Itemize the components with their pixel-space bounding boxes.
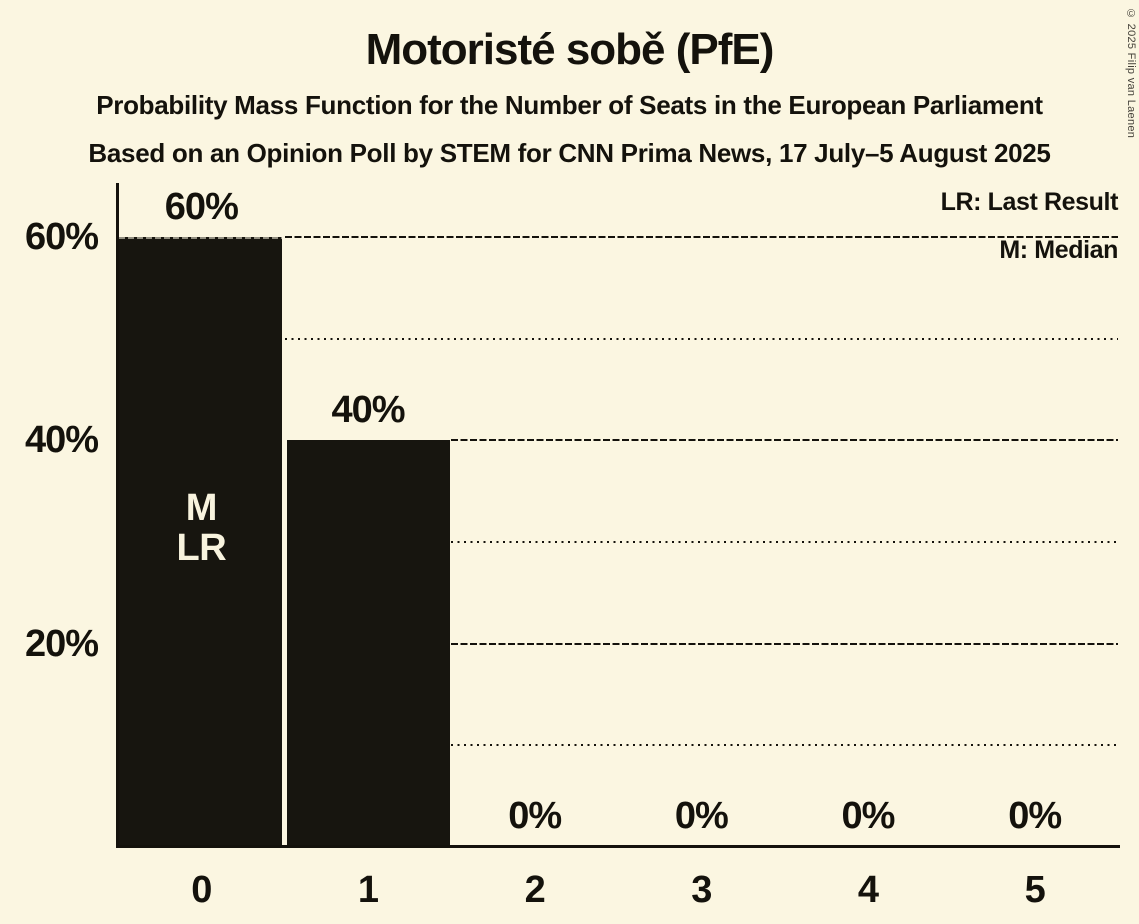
bar-value-label-5: 0% xyxy=(1008,795,1062,837)
y-tick-label-40: 40% xyxy=(24,419,99,462)
chart-source-line: Based on an Opinion Poll by STEM for CNN… xyxy=(88,138,1051,168)
x-tick-label-2: 2 xyxy=(524,869,546,911)
gridline-minor-10 xyxy=(451,744,1118,747)
bar-value-label-4: 0% xyxy=(841,795,896,837)
y-tick-label-20: 20% xyxy=(24,622,99,665)
bar-value-label-1: 40% xyxy=(331,389,405,432)
x-tick-label-3: 3 xyxy=(691,869,712,911)
y-axis-line xyxy=(116,183,119,848)
gridline-major-20 xyxy=(451,642,1118,645)
gridline-minor-50 xyxy=(284,337,1118,340)
bar-1 xyxy=(286,440,450,847)
bar-top-gridline xyxy=(119,237,283,239)
x-tick-label-4: 4 xyxy=(857,869,879,911)
legend-last-result: LR: Last Result xyxy=(940,188,1119,216)
copyright-notice: © 2025 Filip van Laenen xyxy=(1125,8,1137,139)
legend-median: M: Median xyxy=(999,236,1118,264)
y-tick-label-60: 60% xyxy=(24,216,99,258)
bar-0 xyxy=(119,237,283,847)
chart-subtitle: Probability Mass Function for the Number… xyxy=(96,90,1043,120)
gridline-major-60 xyxy=(284,236,1118,238)
bar-value-label-0: 60% xyxy=(164,186,239,228)
bar-annotation-median-last-result: M LR xyxy=(176,487,227,569)
gridline-major-40 xyxy=(451,439,1118,442)
x-tick-label-5: 5 xyxy=(1024,869,1046,911)
x-tick-label-1: 1 xyxy=(357,869,379,911)
x-axis-line xyxy=(116,845,1120,848)
gridline-minor-30 xyxy=(451,541,1118,543)
bar-value-label-2: 0% xyxy=(508,795,562,837)
x-tick-label-0: 0 xyxy=(191,869,212,911)
bar-value-label-3: 0% xyxy=(674,795,729,837)
chart-title: Motoristé sobě (PfE) xyxy=(365,25,775,74)
